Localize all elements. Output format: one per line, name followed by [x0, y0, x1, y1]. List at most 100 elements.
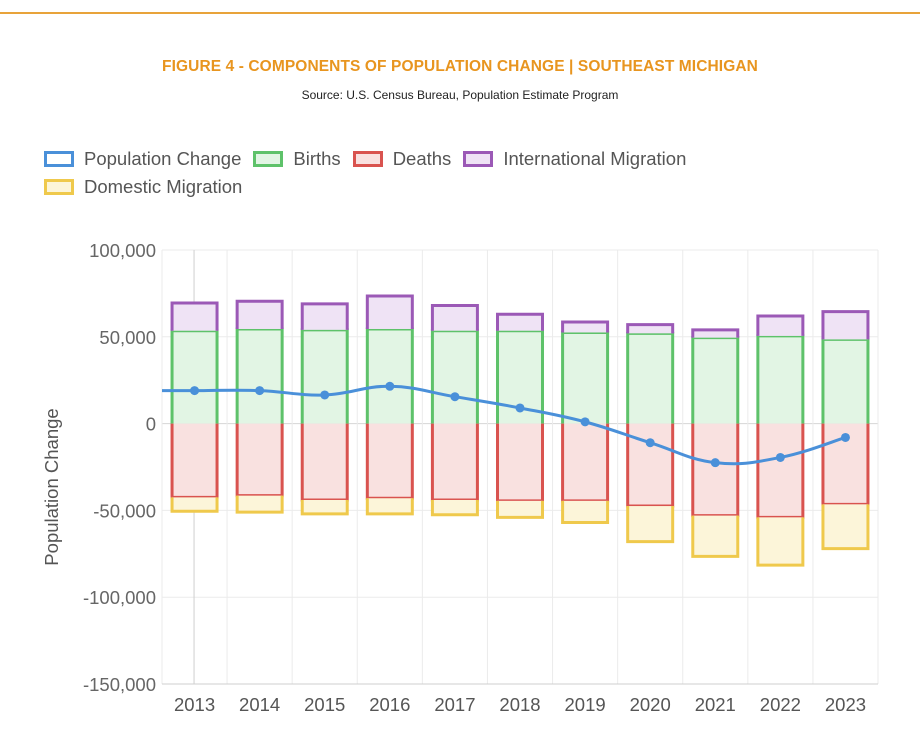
- bar-domestic-migration-border: [496, 500, 544, 519]
- bar-domestic-migration-border: [561, 500, 610, 525]
- legend-item-domestic-migration[interactable]: Domestic Migration: [44, 176, 242, 198]
- population-change-point: [255, 386, 265, 396]
- x-tick-label: 2020: [630, 694, 671, 715]
- legend-swatch-births: [253, 151, 284, 167]
- bar-international-migration-fill: [627, 324, 673, 334]
- population-change-point: [515, 403, 525, 413]
- chart-legend: Population Change Births Deaths Internat…: [44, 148, 804, 198]
- bar-domestic-migration-border: [235, 495, 284, 514]
- bar-domestic-migration-border: [626, 506, 675, 544]
- bar-births-fill: [432, 330, 478, 424]
- bar-births-fill: [822, 339, 868, 424]
- x-tick-label: 2022: [760, 694, 801, 715]
- population-change-point: [320, 390, 330, 400]
- bar-international-migration-fill: [237, 301, 283, 329]
- bar-international-migration-fill: [822, 311, 868, 340]
- bar-domestic-migration-fill: [237, 495, 283, 513]
- y-tick-label: 100,000: [89, 240, 156, 261]
- y-tick-label: -150,000: [83, 674, 156, 695]
- population-change-point: [840, 432, 850, 442]
- bar-domestic-migration-border: [300, 499, 349, 516]
- bar-deaths-fill: [562, 423, 608, 501]
- bar-international-migration-border: [170, 301, 219, 331]
- bar-domestic-migration-fill: [367, 498, 413, 514]
- bar-domestic-migration-border: [756, 517, 805, 567]
- x-tick-label: 2016: [369, 694, 410, 715]
- bar-domestic-migration-fill: [627, 506, 673, 542]
- bar-births-fill: [237, 328, 283, 424]
- bar-births-fill: [627, 333, 673, 424]
- bar-births-border: [756, 334, 805, 424]
- bar-domestic-migration-fill: [757, 517, 803, 566]
- bar-international-migration-border: [496, 312, 544, 331]
- bar-international-migration-border: [365, 294, 414, 329]
- y-tick-label: 50,000: [99, 327, 156, 348]
- legend-swatch-deaths: [352, 151, 383, 167]
- bar-international-migration-border: [626, 323, 675, 334]
- bar-international-migration-border: [430, 304, 479, 331]
- bar-international-migration-border: [691, 328, 740, 338]
- bar-domestic-migration-fill: [432, 499, 478, 515]
- bar-domestic-migration-fill: [497, 500, 543, 518]
- bar-deaths-fill: [432, 423, 478, 500]
- bar-international-migration-border: [300, 302, 349, 330]
- bar-domestic-migration-fill: [692, 515, 738, 557]
- bar-domestic-migration-border: [430, 499, 479, 517]
- bar-births-fill: [562, 332, 608, 424]
- population-change-point: [710, 458, 720, 468]
- bar-deaths-fill: [692, 423, 738, 516]
- legend-label: Domestic Migration: [84, 176, 243, 197]
- figure-source: Source: U.S. Census Bureau, Population E…: [301, 88, 619, 102]
- population-change-point: [190, 386, 200, 396]
- x-tick-label: 2021: [695, 694, 736, 715]
- bar-international-migration-border: [821, 310, 870, 340]
- bar-domestic-migration-border: [821, 504, 870, 551]
- bar-domestic-migration-fill: [822, 504, 868, 549]
- figure-title: FIGURE 4 - COMPONENTS OF POPULATION CHAN…: [162, 58, 758, 75]
- population-change-point: [450, 392, 460, 402]
- bar-deaths-fill: [497, 423, 543, 501]
- bar-deaths-fill: [757, 423, 803, 518]
- y-tick-label: -50,000: [93, 500, 156, 521]
- population-change-point: [580, 417, 590, 427]
- bar-deaths-fill: [627, 423, 673, 507]
- y-tick-label: 0: [146, 414, 156, 435]
- bar-births-fill: [367, 328, 413, 424]
- bar-international-migration-fill: [497, 314, 543, 331]
- bar-deaths-fill: [237, 423, 283, 496]
- legend-item-births[interactable]: Births: [253, 148, 341, 170]
- legend-swatch-international-migration: [463, 151, 494, 167]
- x-tick-label: 2018: [499, 694, 540, 715]
- x-tick-label: 2019: [565, 694, 606, 715]
- y-tick-label: -100,000: [83, 587, 156, 608]
- bar-international-migration-border: [756, 314, 805, 336]
- bar-international-migration-fill: [692, 329, 738, 338]
- bar-births-fill: [302, 329, 348, 424]
- bar-deaths-fill: [367, 423, 413, 499]
- bar-international-migration-fill: [302, 303, 348, 330]
- bar-international-migration-fill: [562, 322, 608, 333]
- legend-item-deaths[interactable]: Deaths: [352, 148, 452, 170]
- legend-label: Deaths: [392, 148, 452, 169]
- bar-domestic-migration-border: [365, 498, 414, 516]
- population-change-point: [385, 381, 395, 391]
- bar-births-fill: [692, 337, 738, 424]
- legend-label: Population Change: [84, 148, 242, 169]
- y-axis-label: Population Change: [41, 408, 62, 565]
- bar-international-migration-fill: [172, 302, 218, 331]
- x-tick-label: 2013: [174, 694, 215, 715]
- legend-item-population-change[interactable]: Population Change: [44, 148, 241, 170]
- legend-item-international-migration[interactable]: International Migration: [463, 148, 686, 170]
- x-tick-label: 2017: [434, 694, 475, 715]
- bar-domestic-migration-fill: [302, 499, 348, 514]
- bar-domestic-migration-fill: [562, 500, 608, 523]
- population-change-point: [775, 452, 785, 462]
- legend-label: International Migration: [503, 148, 687, 169]
- x-tick-label: 2014: [239, 694, 280, 715]
- bar-births-fill: [757, 335, 803, 424]
- bar-international-migration-fill: [367, 296, 413, 329]
- legend-swatch-domestic-migration: [44, 179, 74, 195]
- legend-label: Births: [293, 148, 341, 169]
- bar-deaths-fill: [172, 423, 218, 498]
